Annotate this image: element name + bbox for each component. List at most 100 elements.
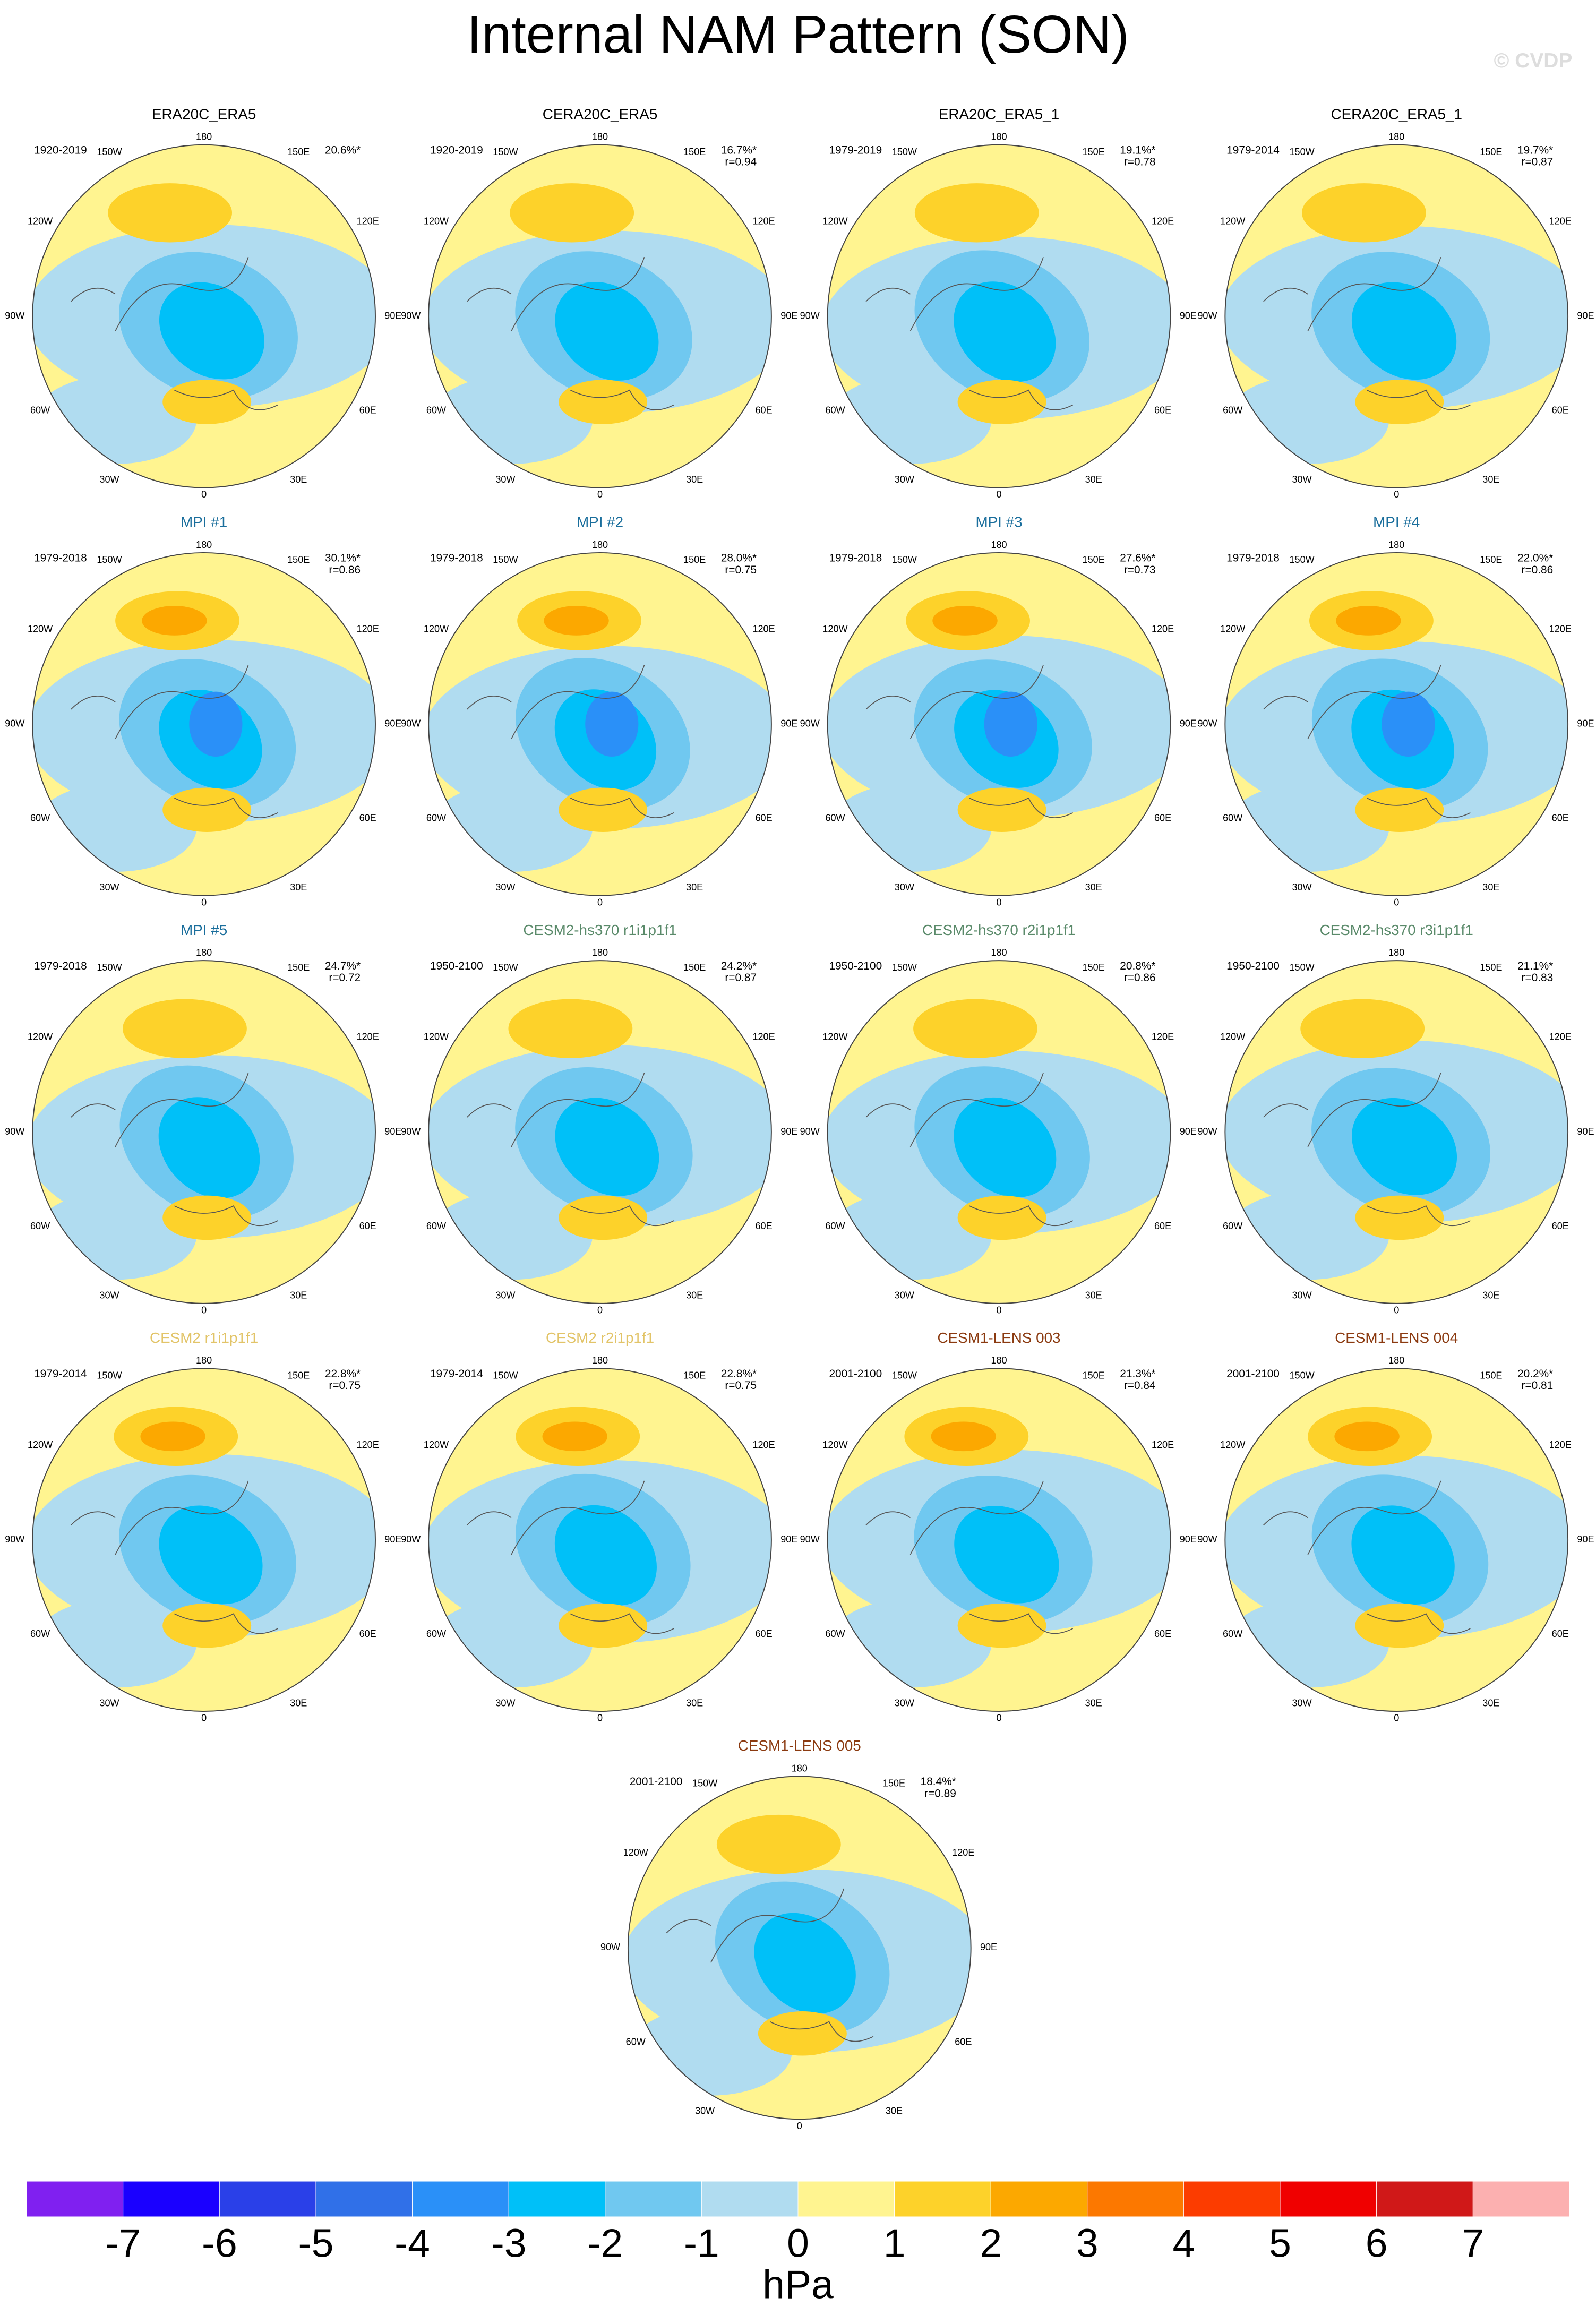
lon-label: 30W — [1292, 474, 1312, 485]
period: 1979-2014 — [430, 1368, 483, 1380]
lon-label: 30W — [895, 882, 914, 893]
variance-pct: 19.7%* — [1517, 144, 1553, 156]
lon-label: 30E — [290, 882, 307, 893]
lon-label: 30E — [886, 2106, 903, 2116]
lon-label: 120E — [357, 623, 379, 634]
pos-top — [108, 183, 233, 243]
lon-label: 30E — [1085, 1697, 1102, 1708]
lon-label: 90W — [600, 1942, 620, 1952]
map-panel: CERA20C_ERA5_1 1979-2014 19.7%*r=0.87 180 15… — [1197, 106, 1594, 500]
map-panel: CESM1-LENS 004 2001-2100 20.2%*r=0.81 180 15… — [1197, 1330, 1594, 1724]
variance-pct: 24.7%* — [325, 960, 361, 972]
map-border — [627, 1776, 972, 2120]
map-field — [1225, 552, 1568, 896]
lon-label: 150W — [1289, 147, 1314, 157]
lon-label: 180 — [196, 132, 212, 142]
variance-pct: 20.2%* — [1517, 1368, 1553, 1380]
pos-bottom — [1355, 380, 1444, 424]
lon-label: 180 — [1388, 539, 1404, 550]
colorbar-label: 4 — [1173, 2220, 1195, 2265]
lon-label: 60W — [626, 2036, 646, 2047]
lon-label: 180 — [196, 947, 212, 958]
lon-label: 30E — [1482, 474, 1499, 485]
lon-label: 90E — [1180, 1126, 1197, 1137]
lon-label: 180 — [991, 132, 1007, 142]
map-field — [1225, 1368, 1568, 1712]
colorbar-label: 1 — [883, 2220, 906, 2265]
variance-pct: 21.3%* — [1120, 1368, 1155, 1380]
lon-label: 150E — [287, 147, 310, 157]
pos-top-2 — [142, 606, 207, 636]
lon-label: 120E — [752, 216, 775, 226]
map-field — [428, 552, 771, 896]
coastline — [1263, 257, 1471, 410]
lon-label: 30W — [1292, 882, 1312, 893]
lon-label: 150W — [892, 147, 917, 157]
neg-3 — [954, 1097, 1057, 1198]
lon-label: 0 — [597, 489, 603, 500]
colorbar-label: -7 — [105, 2220, 141, 2265]
map-panel: CESM2 r2i1p1f1 1979-2014 22.8%*r=0.75 180 15… — [401, 1330, 797, 1724]
lon-label: 180 — [991, 1355, 1007, 1366]
period: 1920-2019 — [34, 144, 87, 156]
coastline — [1263, 665, 1471, 818]
lon-label: 150W — [892, 1370, 917, 1381]
panel-title: ERA20C_ERA5 — [152, 106, 256, 122]
pos-bottom — [1355, 1603, 1444, 1648]
lon-label: 60E — [359, 1221, 376, 1231]
lon-label: 90W — [800, 1126, 820, 1137]
map-field — [827, 144, 1171, 488]
lon-label: 150E — [1083, 962, 1105, 973]
map-field — [827, 1368, 1171, 1712]
lon-label: 150W — [493, 147, 518, 157]
watermark: © CVDP — [1494, 49, 1573, 72]
neg-3 — [159, 1505, 263, 1605]
lon-label: 90E — [1180, 718, 1197, 729]
pattern-corr: r=0.87 — [725, 972, 757, 984]
lon-label: 0 — [996, 897, 1001, 907]
pos-bottom — [559, 1195, 648, 1240]
pattern-corr: r=0.72 — [329, 972, 361, 984]
colorbar-box — [508, 2181, 606, 2217]
variance-pct: 20.8%* — [1120, 960, 1155, 972]
map-border — [32, 552, 376, 896]
lon-label: 60E — [1552, 813, 1569, 824]
pos-bottom — [957, 1195, 1046, 1240]
lon-label: 60W — [825, 405, 845, 416]
lon-label: 120W — [424, 216, 449, 226]
map-border — [1224, 1368, 1569, 1712]
lon-label: 90E — [1577, 1126, 1594, 1137]
lon-label: 120E — [1549, 216, 1572, 226]
lon-label: 0 — [597, 897, 603, 907]
pos-bottom — [758, 2011, 847, 2056]
lon-label: 0 — [201, 897, 207, 907]
lon-label: 150E — [883, 1778, 905, 1789]
colorbar-label: -1 — [684, 2220, 719, 2265]
pattern-corr: r=0.81 — [1522, 1379, 1554, 1392]
colorbar-label: 7 — [1462, 2220, 1484, 2265]
pos-top — [914, 183, 1039, 243]
lon-label: 0 — [797, 2121, 802, 2131]
lon-label: 90E — [1577, 310, 1594, 321]
panel-title: CESM2-hs370 r2i1p1f1 — [922, 922, 1076, 938]
variance-pct: 30.1%* — [325, 552, 361, 564]
map-border — [32, 960, 376, 1304]
lon-label: 30W — [99, 1697, 119, 1708]
lon-label: 90W — [1197, 310, 1217, 321]
lon-label: 30W — [895, 1697, 914, 1708]
lon-label: 120W — [424, 1032, 449, 1042]
pos-bottom — [162, 380, 252, 424]
lon-label: 60E — [1154, 1628, 1171, 1639]
map-panel: MPI #4 1979-2018 22.0%*r=0.86 180 150E 120E 90… — [1197, 514, 1594, 908]
colorbar-label: -5 — [298, 2220, 334, 2265]
neg-3 — [555, 281, 659, 381]
coastline — [466, 257, 674, 410]
pattern-corr: r=0.83 — [1522, 972, 1554, 984]
lon-label: 60W — [1223, 1221, 1242, 1231]
period: 1920-2019 — [430, 144, 483, 156]
map-border — [827, 1368, 1171, 1712]
lon-label: 150W — [892, 962, 917, 973]
pos-bottom — [162, 787, 252, 832]
period: 1979-2014 — [34, 1368, 87, 1380]
pos-bottom — [559, 787, 648, 832]
